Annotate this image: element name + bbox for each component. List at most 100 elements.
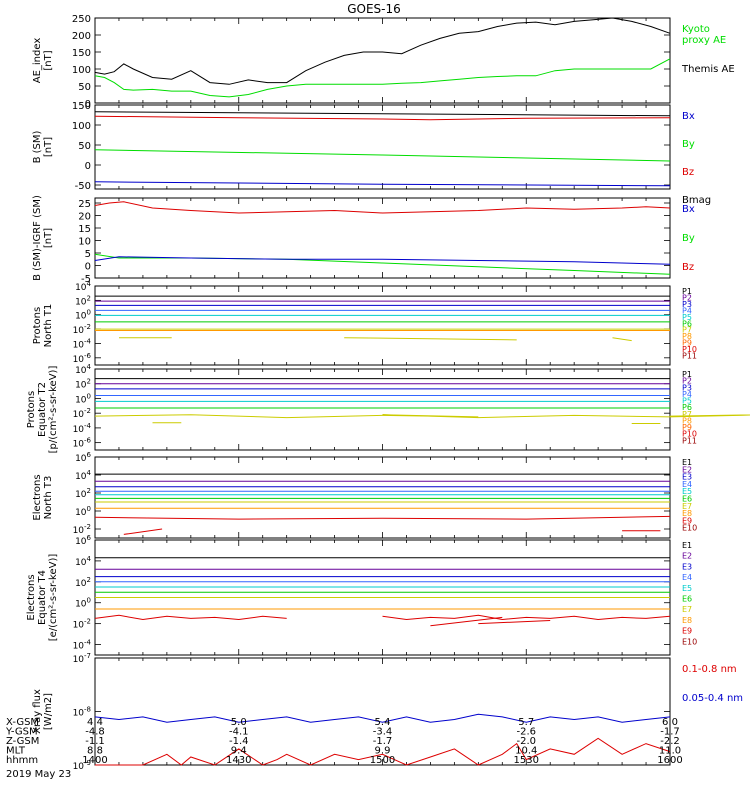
y-tick-label: 200	[72, 31, 91, 42]
y-tick-label: 100	[75, 505, 91, 518]
legend-entry: E7	[682, 605, 692, 614]
legend-entry: E4	[682, 573, 692, 582]
footer-value: 1400	[82, 755, 107, 766]
footer-value: -1.7	[373, 736, 393, 747]
legend-entry: E3	[682, 562, 692, 571]
legend-entry: P4	[682, 306, 692, 315]
legend-entry: P7	[682, 410, 692, 419]
y-tick-label: -5	[81, 274, 91, 285]
y-tick-label: 10-7	[73, 652, 91, 665]
legend-entry: E7	[682, 502, 692, 511]
y-tick-label: 10	[78, 237, 91, 248]
footer-value: -1.1	[85, 736, 105, 747]
legend-entry: E9	[682, 627, 692, 636]
footer-value: 9.9	[375, 746, 391, 757]
legend-entry: By	[682, 233, 695, 244]
legend-entry: Bx	[682, 204, 695, 215]
series-line	[94, 201, 671, 214]
legend-entry: E10	[682, 524, 697, 533]
legend-entry: 0.1-0.8 nm	[682, 664, 737, 675]
y-tick-label: 150	[72, 48, 91, 59]
series-line	[382, 614, 671, 621]
footer-value: -2.2	[660, 736, 680, 747]
y-axis-label: B (SM)-IGRF (SM)	[32, 195, 43, 281]
legend-entry: E6	[682, 495, 692, 504]
y-axis-label: Equator T2	[37, 382, 48, 437]
y-axis-label: [p/(cm²-s-sr-keV)]	[48, 366, 59, 454]
series-line	[95, 737, 671, 766]
y-tick-label: 5	[85, 249, 91, 260]
panel-frame	[94, 456, 671, 539]
footer-value: -4.8	[85, 727, 105, 738]
series-line	[94, 713, 671, 723]
footer-value: -1.7	[660, 727, 680, 738]
panel-xray: 10-9 10-8 10-7 Xray flux [W/m2] 0.1-0.8 nm 0.0…	[32, 652, 743, 772]
legend-entry: P8	[682, 332, 692, 341]
y-tick-label: 150	[72, 101, 91, 112]
y-tick-label: 104	[75, 469, 91, 482]
legend-entry: P2	[682, 293, 692, 302]
y-axis-label: [W/m2]	[43, 693, 54, 730]
y-axis-label: [nT]	[43, 228, 54, 248]
footer-value: 1500	[370, 755, 395, 766]
y-axis-label: Protons	[32, 307, 43, 344]
panel-electrons-equator: 10-4 10-2 100 102 104 106 Electrons Equator T4[…	[26, 534, 697, 656]
footer-date: 2019 May 23	[6, 769, 71, 780]
y-axis-label: Equator T4	[37, 570, 48, 625]
y-tick-label: 0	[85, 161, 91, 172]
y-tick-label: 10-6	[73, 352, 92, 365]
series-line	[94, 515, 671, 520]
panel-frame	[94, 17, 671, 104]
y-tick-label: 100	[75, 392, 91, 405]
y-axis-label: [nT]	[43, 137, 54, 157]
legend-entry: Themis AE	[681, 64, 735, 75]
footer-value: 4.4	[87, 717, 103, 728]
y-tick-label: 102	[75, 294, 91, 307]
legend-entry: E6	[682, 595, 692, 604]
y-tick-label: 102	[75, 378, 91, 391]
footer-value: 1530	[514, 755, 539, 766]
y-axis-label: [e/(cm²-s-sr-keV)]	[48, 554, 59, 642]
footer-row-label: Z-GSM	[6, 736, 39, 747]
y-tick-label: 15	[78, 224, 91, 235]
y-axis-label: North T3	[43, 476, 54, 520]
y-axis-label: [nT]	[43, 50, 54, 70]
footer-row-label: MLT	[6, 746, 26, 757]
figure-title: GOES-16	[347, 2, 401, 16]
legend-entry: P1	[682, 370, 692, 379]
footer-value: -1.4	[229, 736, 249, 747]
panel-frame	[94, 368, 671, 451]
y-tick-label: 10-2	[73, 523, 91, 536]
y-tick-label: 10-2	[73, 323, 91, 336]
legend-entry: Bmag	[682, 195, 711, 206]
footer-value: 5.4	[375, 717, 391, 728]
legend-entry: P10	[682, 430, 697, 439]
legend-entry: P11	[682, 352, 697, 361]
footer-row-label: Y-GSM	[5, 727, 38, 738]
footer-row-label: hhmm	[6, 755, 38, 766]
series-line	[478, 620, 551, 625]
y-axis-label: Protons	[26, 391, 37, 428]
legend-entry: P6	[682, 319, 692, 328]
y-axis-label: AE_index	[32, 38, 43, 84]
y-tick-label: 0	[85, 99, 91, 110]
y-tick-label: 104	[75, 555, 91, 568]
series-line	[344, 337, 517, 341]
legend-entry: E9	[682, 516, 692, 525]
series-line	[430, 616, 503, 627]
legend-entry: E3	[682, 473, 692, 482]
legend-entry: P1	[682, 287, 692, 296]
legend-entry: P3	[682, 300, 692, 309]
y-tick-label: 106	[75, 451, 91, 464]
legend-entry: P8	[682, 416, 692, 425]
legend-entry: P6	[682, 403, 692, 412]
footer-value: 5.7	[518, 717, 534, 728]
y-axis-label: North T1	[43, 304, 54, 348]
footer-value: 9.4	[231, 746, 247, 757]
